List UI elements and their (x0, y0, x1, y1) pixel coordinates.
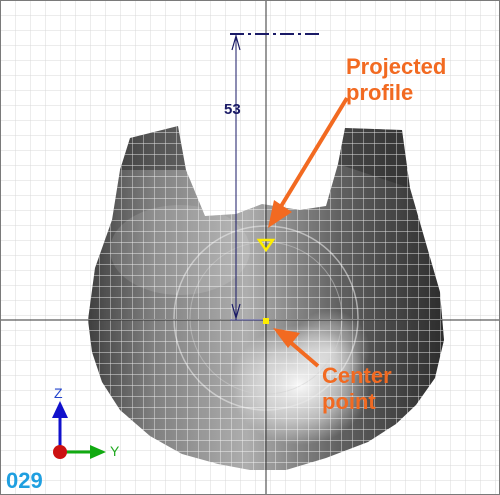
callout-projected-line1: Projected (346, 54, 447, 79)
callout-center-line1: Center (322, 363, 392, 388)
step-number: 029 (6, 468, 43, 493)
callout-center-line2: point (322, 389, 376, 414)
dimension-value[interactable]: 53 (224, 101, 241, 118)
dimension-53[interactable] (230, 33, 320, 321)
projected-profile-marker[interactable] (256, 238, 276, 253)
callout-projected-line2: profile (346, 80, 414, 105)
view-triad[interactable] (52, 401, 106, 459)
center-point-marker[interactable] (263, 318, 269, 324)
callout-arrow-projected (268, 96, 349, 228)
triad-z-label: Z (54, 385, 63, 401)
triad-y-label: Y (110, 443, 120, 459)
callout-center-point: Center point (322, 363, 392, 415)
callout-projected-profile: Projected profile (346, 54, 446, 106)
callout-arrow-center (273, 328, 320, 368)
